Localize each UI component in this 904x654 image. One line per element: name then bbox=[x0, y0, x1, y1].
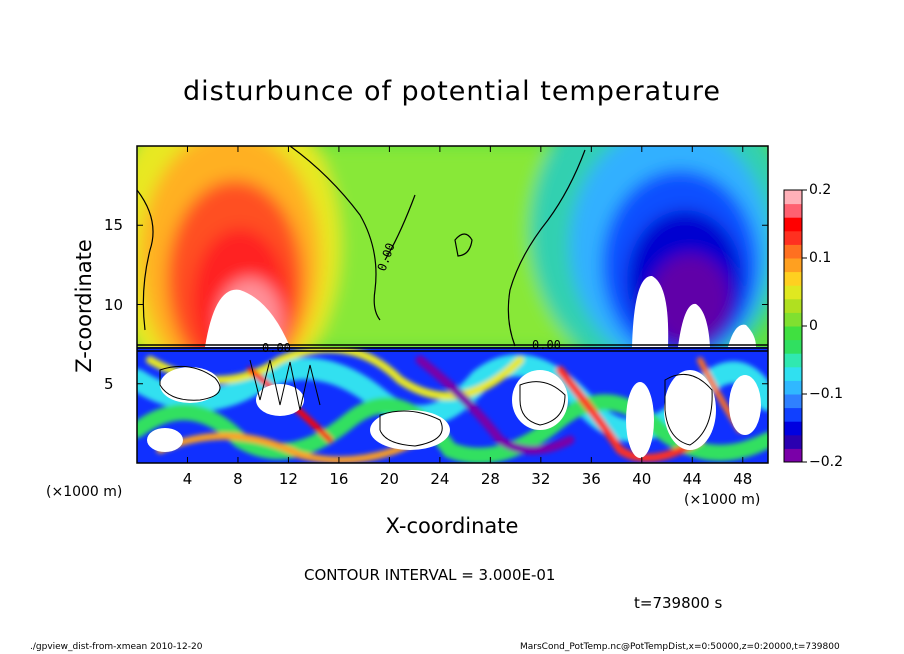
colorbar bbox=[784, 190, 802, 463]
colorbar-swatch bbox=[784, 258, 802, 273]
x-tick-label: 24 bbox=[430, 470, 450, 488]
colorbar-swatch bbox=[784, 230, 802, 245]
y-axis-label: Z-coordinate bbox=[72, 239, 96, 373]
x-tick-label: 36 bbox=[581, 470, 601, 488]
colorbar-swatch bbox=[784, 244, 802, 259]
x-unit-right: (×1000 m) bbox=[684, 492, 761, 508]
colorbar-swatch bbox=[784, 203, 802, 218]
upper-field bbox=[137, 146, 768, 347]
colorbar-swatch bbox=[784, 339, 802, 354]
contour-label: 0.00 bbox=[262, 341, 291, 355]
x-tick-marks bbox=[186, 146, 744, 463]
colorbar-swatch bbox=[784, 298, 802, 313]
colorbar-swatch bbox=[784, 190, 802, 205]
colorbar-tick-marks bbox=[802, 189, 807, 463]
x-tick-label: 4 bbox=[182, 470, 193, 488]
contour-interval-note: CONTOUR INTERVAL = 3.000E-01 bbox=[304, 566, 556, 584]
y-tick-label: 5 bbox=[104, 374, 114, 393]
colorbar-swatch bbox=[784, 394, 802, 409]
chart-title: disturbunce of potential temperature bbox=[183, 76, 721, 107]
colorbar-swatch bbox=[784, 326, 802, 341]
colorbar-swatch bbox=[784, 312, 802, 327]
x-tick-label: 40 bbox=[632, 470, 652, 488]
colorbar-swatch bbox=[784, 353, 802, 368]
colorbar-swatch bbox=[784, 434, 802, 449]
time-stamp: t=739800 s bbox=[634, 594, 723, 612]
colorbar-swatch bbox=[784, 380, 802, 395]
colorbar-tick-label: 0.1 bbox=[809, 250, 832, 266]
footer-left: ./gpview_dist-from-xmean 2010-12-20 bbox=[30, 642, 203, 652]
colorbar-swatch bbox=[784, 407, 802, 422]
y-tick-label: 10 bbox=[104, 295, 124, 314]
lower-field bbox=[137, 347, 768, 463]
x-unit-left: (×1000 m) bbox=[46, 484, 123, 500]
y-tick-label: 15 bbox=[104, 216, 124, 235]
x-tick-label: 8 bbox=[233, 470, 243, 488]
colorbar-swatch bbox=[784, 217, 802, 232]
colorbar-swatch bbox=[784, 285, 802, 300]
colorbar-tick-label: 0 bbox=[809, 318, 818, 334]
x-tick-label: 16 bbox=[329, 470, 349, 488]
colorbar-tick-label: −0.2 bbox=[809, 454, 843, 470]
colorbar-swatch bbox=[784, 366, 802, 381]
x-axis-label: X-coordinate bbox=[385, 514, 519, 538]
x-tick-label: 48 bbox=[733, 470, 753, 488]
interface-contours bbox=[137, 344, 768, 352]
colorbar-swatch bbox=[784, 448, 802, 463]
colorbar-tick-label: 0.2 bbox=[809, 182, 832, 198]
colorbar-swatch bbox=[784, 421, 802, 436]
x-tick-label: 44 bbox=[682, 470, 702, 488]
colorbar-swatch bbox=[784, 271, 802, 286]
colorbar-tick-label: −0.1 bbox=[809, 386, 843, 402]
x-tick-label: 28 bbox=[480, 470, 500, 488]
contour-label: 0.00 bbox=[532, 338, 561, 352]
x-tick-label: 12 bbox=[278, 470, 298, 488]
x-tick-label: 20 bbox=[379, 470, 399, 488]
y-tick-marks bbox=[137, 224, 768, 385]
x-tick-label: 32 bbox=[531, 470, 551, 488]
footer-right: MarsCond_PotTemp.nc@PotTempDist,x=0:5000… bbox=[520, 642, 840, 652]
